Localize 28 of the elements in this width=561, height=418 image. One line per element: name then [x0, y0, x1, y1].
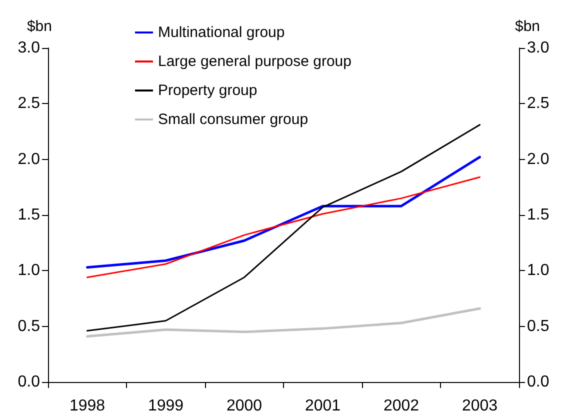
y2-tick-label: 2.5 — [527, 95, 550, 112]
line-series — [86, 307, 481, 338]
y2-tick-label: 1.5 — [527, 206, 550, 224]
y-axis-title: $bn — [26, 18, 52, 35]
y2-axis-title: $bn — [515, 18, 540, 35]
y2-tick-label: 1.0 — [527, 262, 550, 280]
y2-tick-label: 0.0 — [527, 374, 550, 390]
y-tick-label: 0.5 — [18, 318, 40, 335]
y2-tick-label: 0.5 — [527, 318, 550, 335]
x-tick-label: 1998 — [69, 398, 106, 414]
legend-label: Large general purpose group — [158, 53, 352, 70]
y2-tick-label: 2.0 — [527, 150, 550, 168]
y-tick-label: 1.5 — [18, 206, 40, 224]
line-series — [86, 176, 480, 278]
x-tick-label: 1999 — [148, 398, 184, 414]
y-tick-label: 3.0 — [18, 40, 40, 56]
legend-label: Property group — [158, 82, 258, 99]
legend-label: Small consumer group — [158, 111, 308, 128]
y-tick-label: 0.0 — [18, 374, 40, 390]
x-tick-label: 2003 — [462, 398, 498, 414]
legend-label: Multinational group — [158, 24, 285, 41]
y-tick-label: 2.5 — [18, 95, 40, 112]
y-tick-label: 1.0 — [18, 262, 40, 280]
x-tick-label: 2001 — [304, 398, 341, 414]
x-tick-label: 2002 — [383, 398, 420, 414]
y-tick-label: 2.0 — [18, 150, 40, 168]
x-tick-label: 2000 — [226, 398, 262, 414]
y2-tick-label: 3.0 — [527, 40, 550, 56]
